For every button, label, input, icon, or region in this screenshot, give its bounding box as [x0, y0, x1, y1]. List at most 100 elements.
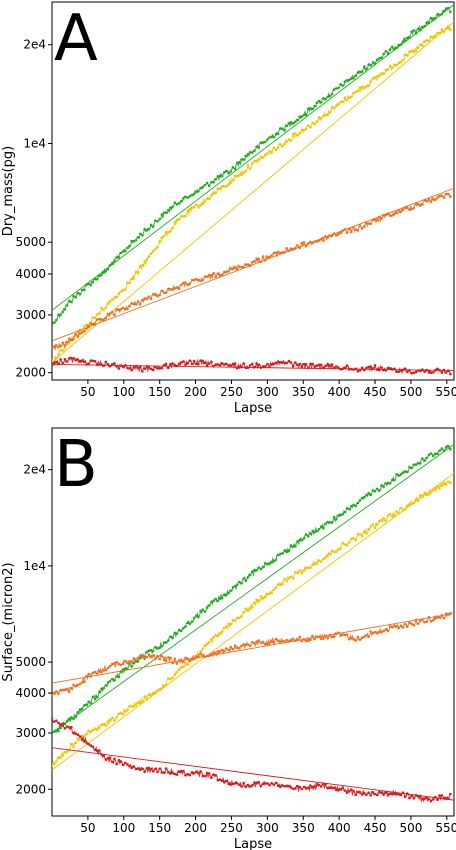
data-point: [162, 658, 166, 662]
data-point: [78, 682, 82, 686]
data-point: [57, 346, 60, 349]
data-point: [123, 667, 127, 670]
data-point: [399, 61, 403, 64]
x-tick-label: 550: [435, 385, 456, 399]
data-point: [214, 275, 217, 279]
data-point: [238, 173, 241, 177]
data-point: [276, 146, 280, 150]
data-point: [263, 595, 267, 599]
data-point: [322, 239, 325, 242]
data-point: [300, 115, 304, 118]
data-point: [358, 638, 362, 641]
data-point: [259, 784, 263, 788]
data-point: [384, 68, 388, 72]
data-point: [373, 490, 377, 493]
data-point: [343, 789, 347, 792]
data-point: [210, 180, 213, 184]
data-point: [416, 622, 420, 625]
data-point: [192, 206, 196, 209]
data-point: [104, 684, 108, 687]
data-point: [175, 286, 179, 289]
data-point: [380, 72, 383, 75]
data-point: [369, 493, 373, 497]
data-point: [347, 78, 351, 82]
fit-line: [52, 4, 454, 311]
data-point: [238, 265, 241, 269]
data-point: [311, 121, 314, 125]
data-point: [335, 788, 338, 792]
data-point: [113, 661, 116, 665]
data-point: [117, 367, 121, 370]
x-tick-label: 150: [148, 385, 171, 399]
data-point: [276, 639, 280, 643]
data-point: [63, 346, 67, 350]
data-point: [173, 631, 177, 635]
data-point: [339, 787, 342, 791]
data-point: [216, 599, 220, 603]
data-point: [235, 583, 239, 586]
data-point: [343, 366, 347, 370]
data-point: [332, 635, 336, 639]
data-point: [231, 618, 235, 622]
data-point: [123, 761, 127, 765]
data-point: [272, 362, 276, 366]
data-point: [113, 757, 116, 761]
data-point: [276, 360, 280, 363]
data-point: [431, 36, 435, 39]
data-point: [240, 785, 243, 788]
data-point: [218, 274, 222, 278]
data-point: [412, 206, 416, 210]
data-point: [95, 695, 99, 699]
data-point: [175, 662, 179, 665]
data-point: [367, 63, 370, 66]
data-point: [365, 67, 368, 71]
data-point: [182, 626, 185, 630]
data-point: [343, 96, 347, 99]
data-point: [395, 510, 398, 513]
data-point: [149, 223, 153, 227]
data-point: [220, 648, 224, 652]
data-point: [184, 656, 187, 660]
data-point: [373, 631, 377, 634]
data-point: [210, 193, 213, 197]
data-point: [270, 363, 274, 366]
data-point: [192, 192, 196, 196]
data-point: [220, 174, 224, 178]
data-point: [276, 250, 280, 254]
data-point: [128, 705, 131, 708]
data-point: [309, 125, 312, 129]
data-point: [429, 16, 433, 20]
data-point: [164, 211, 168, 214]
data-point: [143, 260, 146, 263]
data-point: [412, 29, 416, 32]
data-point: [365, 634, 368, 637]
data-point: [91, 316, 95, 319]
data-point: [111, 662, 114, 666]
data-point: [259, 567, 263, 571]
data-point: [429, 35, 433, 39]
data-point: [61, 361, 65, 365]
data-point: [304, 113, 308, 117]
data-point: [416, 461, 420, 465]
data-point: [391, 45, 394, 49]
data-point: [313, 637, 317, 641]
data-point: [233, 619, 237, 623]
data-point: [279, 785, 282, 789]
data-point: [335, 104, 338, 107]
data-point: [343, 543, 347, 546]
data-point: [115, 675, 118, 678]
data-point: [339, 634, 342, 637]
data-point: [186, 772, 189, 776]
data-point: [115, 762, 118, 766]
data-point: [431, 618, 435, 622]
data-point: [354, 228, 358, 231]
data-point: [350, 77, 353, 80]
data-point: [423, 370, 426, 373]
data-point: [80, 359, 84, 362]
data-point: [102, 723, 105, 726]
data-point: [416, 202, 420, 206]
data-point: [287, 549, 291, 553]
data-point: [229, 645, 232, 649]
data-point: [341, 512, 345, 516]
data-point: [147, 649, 151, 652]
